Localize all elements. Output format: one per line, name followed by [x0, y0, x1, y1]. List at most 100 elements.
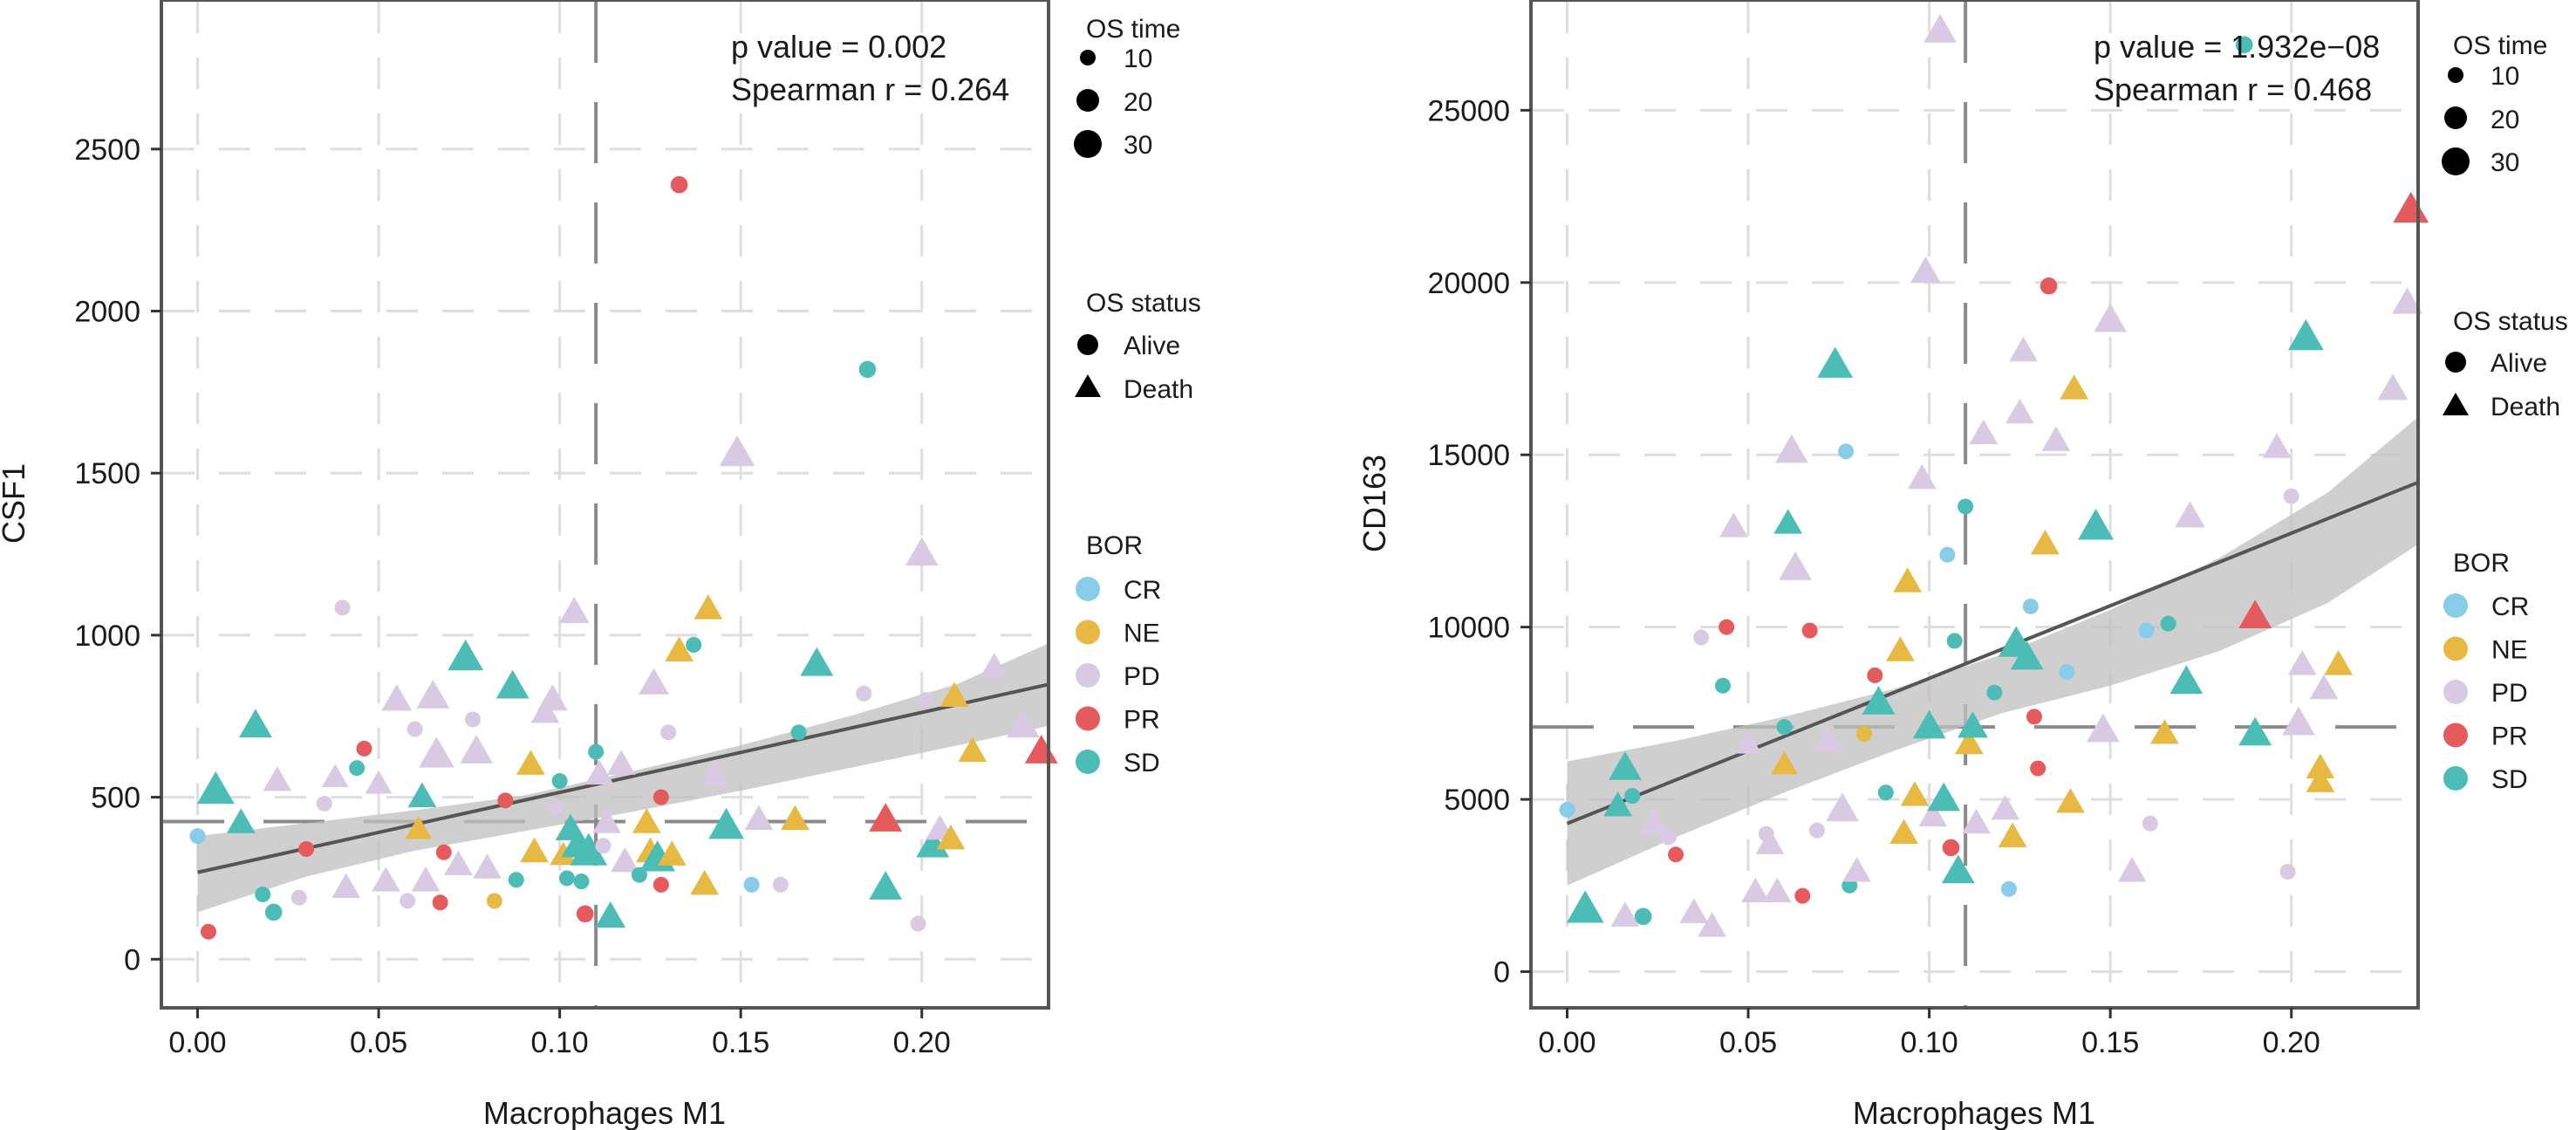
- regression-line-cd163: [1566, 480, 2419, 825]
- point-pd-alive-10: [316, 796, 332, 812]
- legend-bor-pr-marker: [2443, 723, 2468, 748]
- point-ne-death-70: [690, 869, 720, 895]
- y-tick-label-0: 0: [1493, 956, 1510, 990]
- panel-csf1: 0.00 0.05 0.10 0.15 0.20 0 500 1000 1500 2000 250…: [0, 0, 1058, 1130]
- point-pd-death-88: [2262, 433, 2292, 458]
- legend-os-status-title: OS status: [1086, 289, 1201, 318]
- point-pd-death-91: [2282, 706, 2315, 736]
- point-sd-alive-85: [2235, 36, 2253, 54]
- point-pd-death-24: [1774, 434, 1808, 463]
- point-pd-death-46: [1918, 801, 1948, 827]
- legend-bor-pd-label: PD: [1124, 662, 1160, 691]
- point-pd-death-16: [1734, 730, 1762, 754]
- point-ne-death-97: [2324, 650, 2354, 675]
- legend-bor-pd-label: PD: [2491, 679, 2528, 708]
- point-pd-death-74: [719, 435, 755, 467]
- point-ne-death-74: [2060, 374, 2089, 400]
- point-sd-death-3: [1609, 751, 1642, 780]
- point-pd-death-52: [584, 759, 614, 785]
- legend-alive-label: Alive: [2491, 349, 2547, 378]
- point-pd-death-76: [744, 805, 774, 831]
- y-tick-label-2: 10000: [1427, 612, 1510, 645]
- point-ne-death-67: [665, 636, 694, 661]
- legend-bor-pr-label: PR: [2491, 723, 2528, 751]
- y-axis-label-csf1: CSF1: [0, 463, 31, 544]
- legend-death-label: Death: [1124, 375, 1193, 404]
- point-sd-alive-36: [508, 872, 524, 888]
- point-ne-death-71: [694, 594, 723, 620]
- point-pd-alive-77: [772, 876, 789, 893]
- point-pr-alive-26: [432, 894, 448, 911]
- point-ne-death-38: [520, 837, 549, 863]
- point-sd-alive-21: [1776, 719, 1793, 736]
- points-cd163: [1559, 14, 2429, 937]
- point-sd-death-1: [1566, 890, 1604, 923]
- point-ne-death-41: [1893, 567, 1923, 592]
- point-cr-alive-66: [2022, 598, 2039, 614]
- point-sd-death-75: [2078, 509, 2114, 540]
- x-tick-label-4: 0.20: [2263, 1026, 2320, 1059]
- legend-bor-ne-marker: [1076, 620, 1100, 645]
- point-sd-alive-44: [558, 870, 575, 887]
- point-sd-death-87: [2238, 716, 2272, 746]
- legend-size-30-label: 30: [1124, 131, 1152, 160]
- legend-death-marker: [1075, 374, 1101, 397]
- point-pd-alive-30: [464, 711, 481, 728]
- point-pd-death-54: [592, 808, 621, 833]
- point-pd-death-32: [473, 853, 502, 879]
- point-pr-alive-36: [1867, 667, 1883, 683]
- point-pd-alive-85: [910, 915, 926, 932]
- legend-bor-ne-label: NE: [1124, 620, 1160, 648]
- point-pr-death-84: [869, 803, 903, 832]
- x-tick-label-0: 0.00: [168, 1026, 226, 1059]
- point-pd-death-6: [1610, 901, 1640, 927]
- point-pd-alive-87: [917, 692, 933, 709]
- point-pd-death-10: [1679, 898, 1709, 923]
- y-tick-label-5: 2500: [74, 134, 140, 167]
- point-sd-death-30: [1817, 346, 1854, 378]
- point-pd-death-92: [2287, 650, 2317, 675]
- point-sd-alive-82: [2160, 615, 2176, 632]
- legend-size-10-label: 10: [1124, 45, 1152, 73]
- point-ne-death-54: [1954, 729, 1984, 755]
- point-pd-death-78: [2117, 857, 2147, 882]
- x-tick-label-2: 0.10: [1901, 1026, 1958, 1059]
- y-tick-label-3: 15000: [1427, 439, 1510, 472]
- point-sd-alive-51: [1946, 633, 1963, 649]
- annotation-spearman-cd163: Spearman r = 0.468: [2094, 72, 2372, 107]
- point-ne-death-59: [632, 808, 661, 833]
- plot-frame-csf1: [160, 0, 1050, 1010]
- point-pd-death-31: [1826, 792, 1859, 822]
- legend-bor-title: BOR: [2453, 549, 2510, 578]
- x-tick-label-0: 0.00: [1538, 1026, 1595, 1059]
- point-pd-death-44: [1910, 256, 1941, 284]
- point-pd-death-57: [1969, 419, 1999, 445]
- point-pr-alive-27: [435, 844, 452, 860]
- legend-alive-marker: [2445, 352, 2466, 373]
- y-tick-label-1: 5000: [1444, 784, 1510, 817]
- legend-size-20-marker: [2444, 106, 2467, 129]
- point-sd-alive-5: [255, 887, 271, 903]
- point-pr-alive-68: [670, 175, 688, 194]
- legend-size-10-marker: [1080, 50, 1096, 65]
- point-pd-alive-12: [334, 599, 351, 616]
- y-axis-label-cd163: CD163: [1356, 455, 1392, 552]
- point-sd-alive-48: [573, 873, 590, 890]
- point-ne-alive-33: [486, 893, 502, 909]
- point-pd-death-19: [1755, 829, 1785, 854]
- legend-size-30-label: 30: [2491, 148, 2519, 177]
- point-pr-alive-9: [1668, 846, 1684, 863]
- point-pd-death-25: [1779, 551, 1812, 580]
- x-tick-label-1: 0.05: [1719, 1026, 1777, 1059]
- point-pd-death-7: [263, 766, 292, 791]
- legend-size-20-marker: [1076, 89, 1099, 112]
- legend-bor-cr-marker: [2443, 593, 2468, 618]
- point-cr-alive-49: [1939, 546, 1956, 563]
- point-sd-alive-58: [1986, 684, 2003, 701]
- point-pd-alive-65: [660, 724, 677, 741]
- point-ne-death-40: [1889, 818, 1918, 845]
- x-tick-label-3: 0.15: [712, 1026, 769, 1059]
- point-sd-death-48: [1927, 782, 1961, 812]
- y-tick-label-5: 25000: [1427, 94, 1510, 127]
- legend-csf1: OS time 10 20 30 OS status Alive Death B…: [1074, 15, 1201, 777]
